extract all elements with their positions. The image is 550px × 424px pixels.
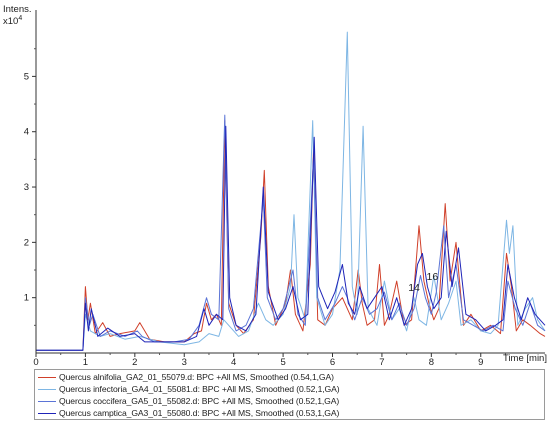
axes-group	[35, 10, 545, 354]
chart-legend: Quercus alnifolia_GA2_01_55079.d: BPC +A…	[34, 369, 545, 420]
legend-label: Quercus infectoria_GA4_01_55081.d: BPC +…	[59, 384, 340, 394]
x-tick-label: 1	[83, 357, 88, 365]
x-tick-label: 4	[231, 357, 236, 365]
legend-entry: Quercus infectoria_GA4_01_55081.d: BPC +…	[35, 383, 340, 395]
plot-series-group	[36, 31, 546, 351]
x-tick-label: 7	[379, 357, 384, 365]
peak-label-16: 16	[426, 271, 438, 283]
y-tick-label: 5	[24, 71, 29, 82]
series-line-4	[36, 125, 546, 351]
legend-entry: Quercus coccifera_GA5_01_55082.d: BPC +A…	[35, 395, 339, 407]
series-line-2	[36, 31, 546, 351]
legend-label: Quercus alnifolia_GA2_01_55079.d: BPC +A…	[59, 372, 334, 382]
x-tick-label: 8	[429, 357, 434, 365]
x-tick-label: 0	[33, 357, 38, 365]
series-line-3	[36, 114, 546, 351]
x-tick-label: 9	[478, 357, 483, 365]
y-axis-exponent-base: x10	[3, 16, 18, 27]
peak-annotations-group: 14 16	[408, 271, 438, 294]
y-axis-label: Intens.	[3, 4, 32, 15]
y-tick-label: 2	[24, 237, 29, 248]
y-axis-exponent-power: 4	[18, 15, 22, 22]
y-tick-label: 4	[24, 127, 29, 138]
x-tick-label: 5	[280, 357, 285, 365]
legend-swatch	[38, 400, 56, 402]
legend-swatch	[38, 412, 56, 414]
legend-swatch	[38, 388, 56, 390]
y-tick-label: 1	[24, 293, 29, 304]
legend-entry: Quercus alnifolia_GA2_01_55079.d: BPC +A…	[35, 371, 334, 383]
x-tick-label: 3	[182, 357, 187, 365]
legend-label: Quercus coccifera_GA5_01_55082.d: BPC +A…	[59, 396, 340, 406]
peak-label-14: 14	[408, 282, 420, 294]
legend-entry: Quercus camptica_GA3_01_55080.d: BPC +Al…	[35, 407, 339, 419]
ticks-group: 0 1 2 3 4 5 6 7 8 9 1 2 3 4 5	[24, 48, 506, 365]
x-tick-label: 2	[132, 357, 137, 365]
y-axis-exponent: x104	[3, 15, 22, 27]
legend-label: Quercus camptica_GA3_01_55080.d: BPC +Al…	[59, 408, 340, 418]
y-tick-label: 3	[24, 182, 29, 193]
x-axis-label: Time [min]	[503, 353, 547, 364]
x-tick-label: 6	[330, 357, 335, 365]
legend-swatch	[38, 376, 56, 378]
